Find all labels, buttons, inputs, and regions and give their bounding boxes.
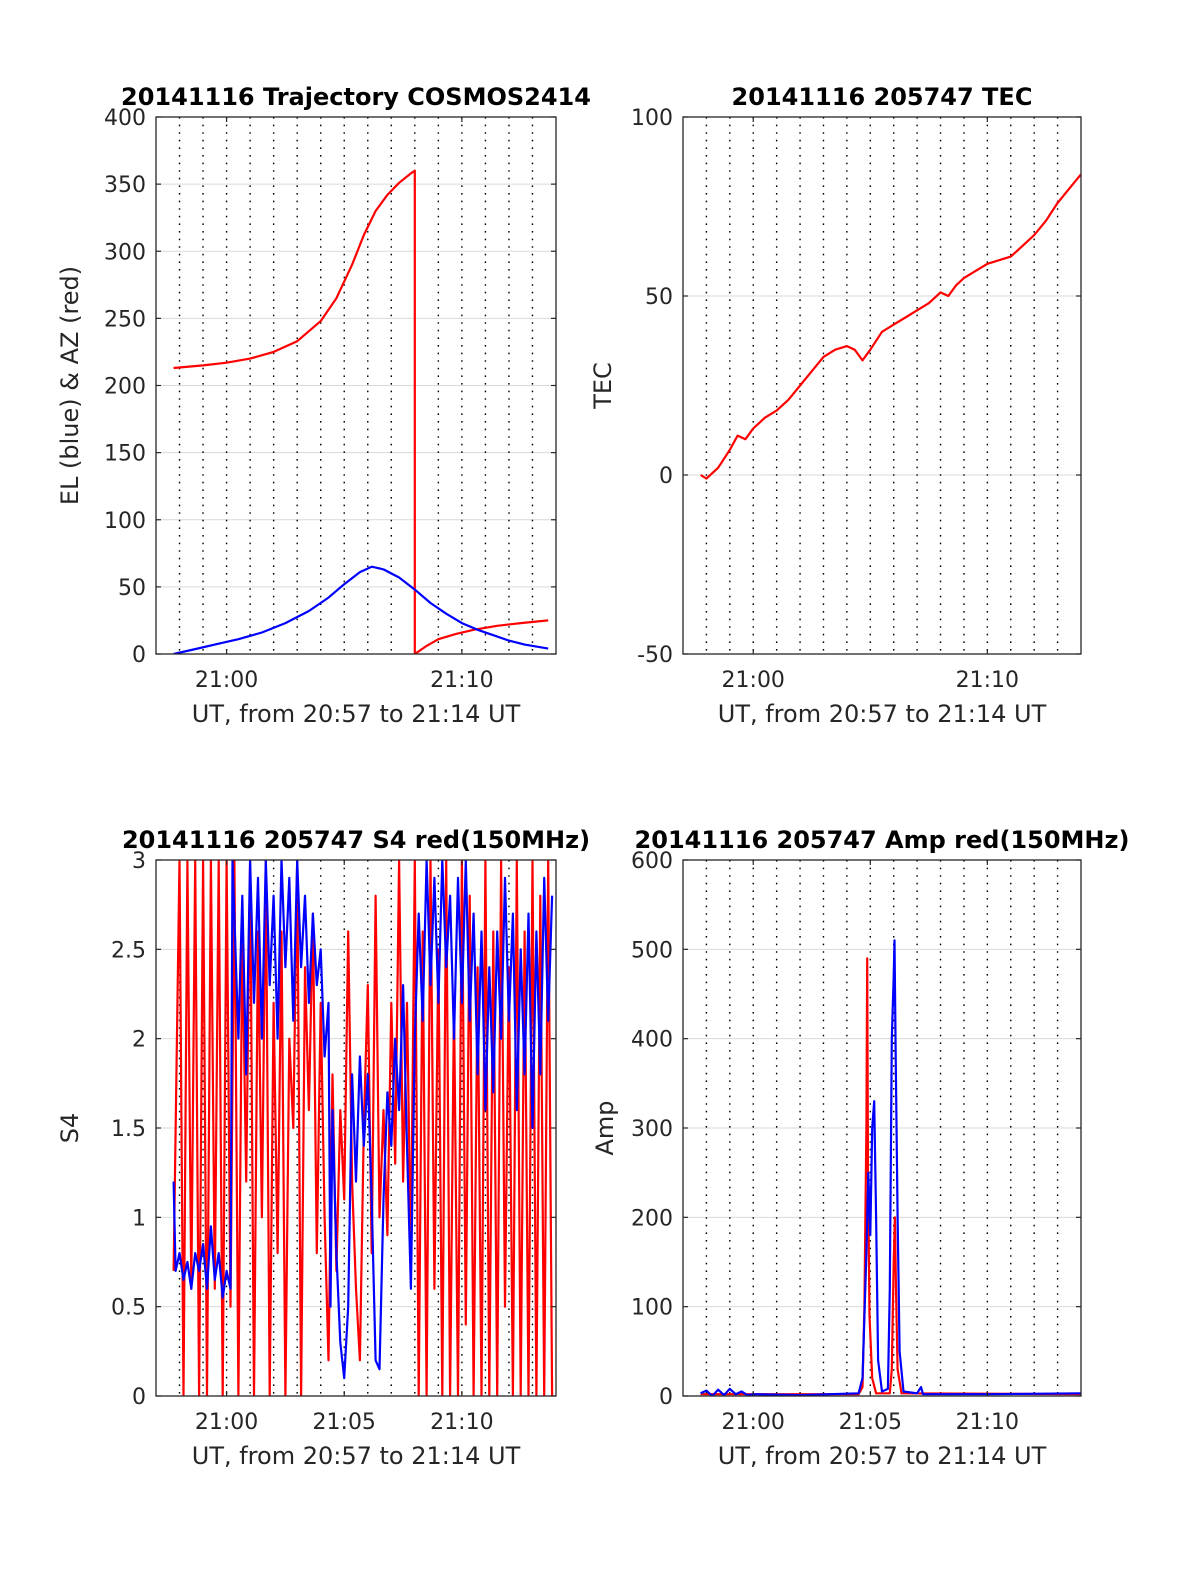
y-tick-label: 400 <box>631 1028 673 1053</box>
y-tick-label: 300 <box>631 1117 673 1142</box>
y-tick-label: 100 <box>631 1296 673 1321</box>
chart-amp: 0 100 200 300 400 500 600 21:00 21:05 21:10 UT, fr… <box>591 826 1129 1470</box>
x-axis-label: UT, from 20:57 to 21:14 UT <box>718 700 1047 728</box>
y-axis-label: EL (blue) & AZ (red) <box>56 266 84 505</box>
x-tick-label: 21:00 <box>722 1410 785 1435</box>
y-tick-label: 500 <box>631 938 673 963</box>
axes-box <box>682 116 1082 655</box>
series-group <box>172 860 554 1396</box>
y-tick-label: 2 <box>132 1028 146 1053</box>
y-tick-label: 50 <box>645 285 673 310</box>
plot-area <box>683 117 1081 654</box>
y-tick-label: 3 <box>132 849 146 874</box>
chart-title: 20141116 Trajectory COSMOS2414 <box>121 83 591 111</box>
x-tick-label: 21:00 <box>722 668 785 693</box>
x-tick-label: 21:05 <box>839 1410 902 1435</box>
y-tick-label: 100 <box>631 106 673 131</box>
x-axis-label: UT, from 20:57 to 21:14 UT <box>192 700 521 728</box>
y-tick-label: 1 <box>132 1206 146 1231</box>
chart-title: 20141116 205747 S4 red(150MHz) <box>122 826 590 854</box>
x-tick-label: 21:05 <box>313 1410 376 1435</box>
chart-title: 20141116 205747 TEC <box>732 83 1033 111</box>
series-group <box>700 173 1081 480</box>
x-axis-label: UT, from 20:57 to 21:14 UT <box>718 1442 1047 1470</box>
y-tick-label: 300 <box>104 240 146 265</box>
y-tick-label: 400 <box>104 106 146 131</box>
chart-tec: -50 0 50 100 21:00 21:10 UT, from 20:57 to 21:… <box>589 83 1082 728</box>
y-tick-label: 200 <box>104 375 146 400</box>
series-line-blue <box>700 939 1081 1396</box>
y-tick-label: 0 <box>659 464 673 489</box>
y-tick-label: 600 <box>631 849 673 874</box>
y-axis-label: TEC <box>589 362 617 410</box>
x-axis-label: UT, from 20:57 to 21:14 UT <box>192 1442 521 1470</box>
y-axis-label: Amp <box>591 1100 619 1155</box>
y-tick-label: 0.5 <box>111 1296 146 1321</box>
x-tick-label: 21:00 <box>195 668 258 693</box>
y-tick-label: 0 <box>132 1385 146 1410</box>
y-axis-label: S4 <box>56 1113 84 1144</box>
y-tick-label: 0 <box>659 1385 673 1410</box>
y-tick-label: 100 <box>104 509 146 534</box>
y-tick-label: 350 <box>104 173 146 198</box>
y-tick-label: 200 <box>631 1206 673 1231</box>
x-tick-label: 21:10 <box>956 1410 1019 1435</box>
series-line-blue <box>172 860 554 1380</box>
chart-trajectory: 0 50 100 150 200 250 300 350 400 21:00 21:10 UT, fr… <box>56 83 591 728</box>
chart-s4: 0 0.5 1 1.5 2 2.5 3 21:00 21:05 21:10 UT, from 20:… <box>56 826 590 1470</box>
series-line-red <box>173 169 549 654</box>
x-tick-label: 21:10 <box>956 668 1019 693</box>
x-tick-label: 21:10 <box>430 668 493 693</box>
y-tick-label: 0 <box>132 643 146 668</box>
series-line-red <box>700 173 1081 480</box>
y-tick-label: 150 <box>104 442 146 467</box>
series-group <box>173 169 549 654</box>
y-tick-label: 2.5 <box>111 938 146 963</box>
y-tick-label: -50 <box>637 643 673 668</box>
x-tick-label: 21:00 <box>195 1410 258 1435</box>
y-tick-label: 250 <box>104 307 146 332</box>
chart-title: 20141116 205747 Amp red(150MHz) <box>635 826 1130 854</box>
x-tick-label: 21:10 <box>430 1410 493 1435</box>
series-line-blue <box>173 565 549 654</box>
series-group <box>700 939 1081 1396</box>
y-tick-label: 50 <box>118 576 146 601</box>
y-tick-label: 1.5 <box>111 1117 146 1142</box>
